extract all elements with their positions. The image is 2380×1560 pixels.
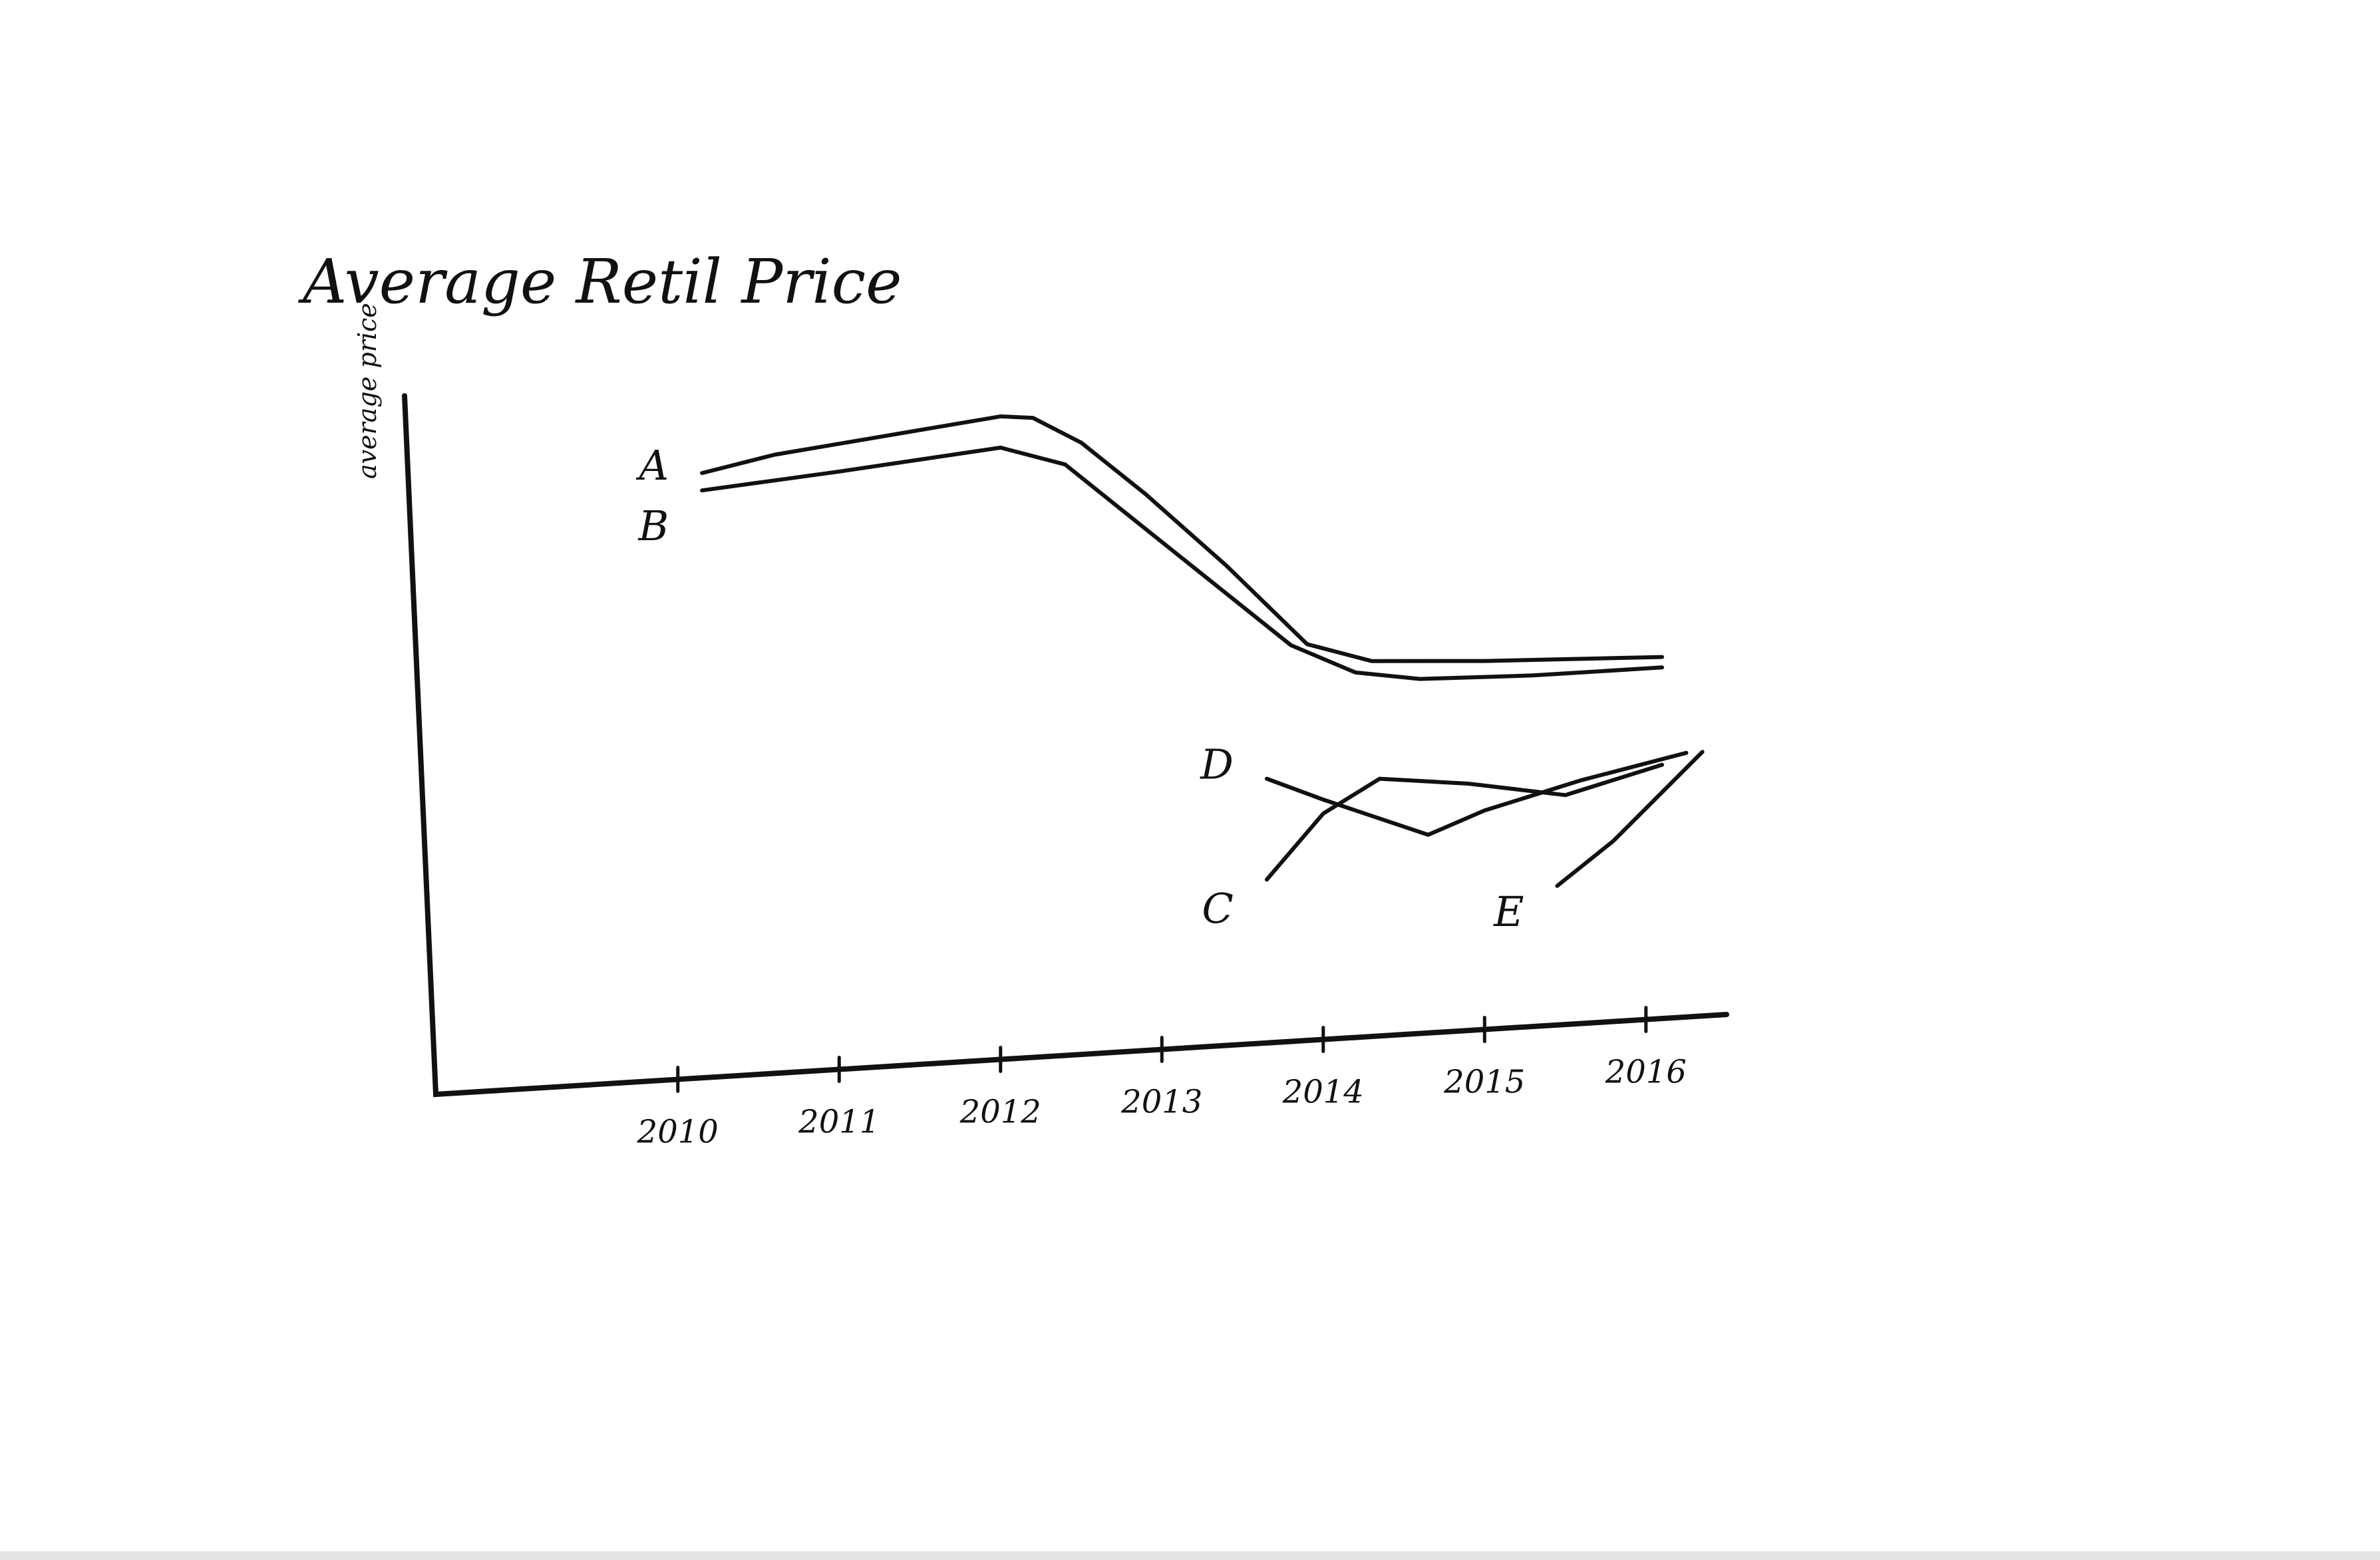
x-tick-label: 2011 xyxy=(798,1104,880,1141)
series-group xyxy=(700,414,1705,888)
series-line-e xyxy=(1555,750,1705,888)
series-label-d: D xyxy=(1200,740,1234,789)
x-tick-labels: 2010 2011 2012 2013 2014 2015 2016 xyxy=(637,1054,1687,1151)
chart-title: Average Retil Price xyxy=(297,246,902,317)
series-labels: AB C D E xyxy=(635,441,1524,936)
series-line-d xyxy=(1264,750,1689,837)
x-tick-label: 2015 xyxy=(1443,1064,1525,1101)
series-label-e: E xyxy=(1493,887,1524,936)
series-label-b: B xyxy=(638,502,669,550)
series-label-a: A xyxy=(635,441,669,490)
x-tick-label: 2014 xyxy=(1282,1074,1364,1111)
paper-edge xyxy=(0,1551,2380,1560)
series-line-b xyxy=(700,445,1664,681)
x-ticks xyxy=(676,1006,1648,1093)
x-tick-label: 2013 xyxy=(1120,1084,1202,1121)
series-label-c: C xyxy=(1202,884,1233,933)
axes-frame xyxy=(402,393,1729,1098)
x-tick-label: 2010 xyxy=(637,1114,719,1151)
y-axis-label: average price xyxy=(353,303,382,479)
series-line-a xyxy=(700,414,1664,663)
x-tick-label: 2016 xyxy=(1605,1054,1687,1091)
x-tick-label: 2012 xyxy=(959,1094,1041,1131)
series-line-c xyxy=(1264,762,1664,882)
